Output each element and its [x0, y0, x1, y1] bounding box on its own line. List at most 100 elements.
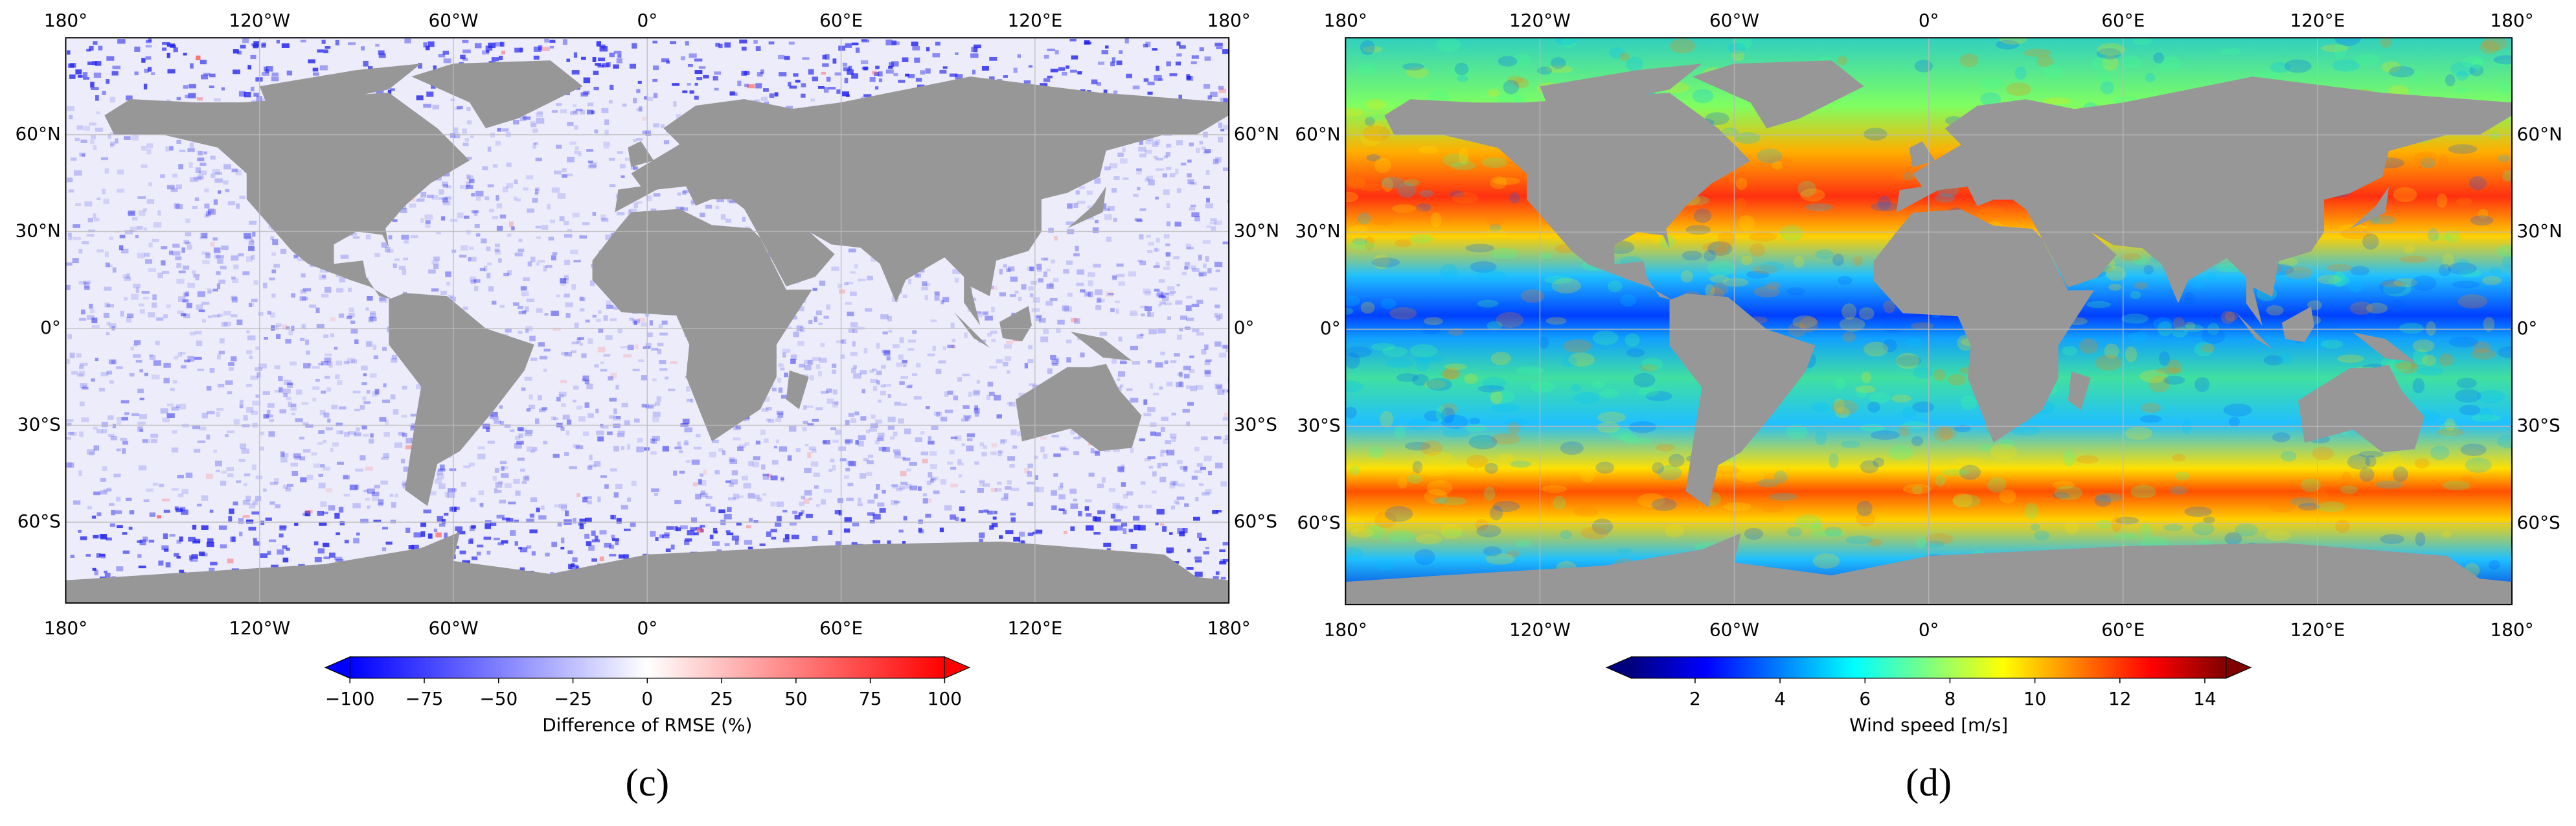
ocean-texture [1210, 218, 1217, 222]
ocean-texture [286, 326, 290, 330]
ocean-texture [700, 529, 704, 533]
ocean-texture [838, 283, 843, 289]
ocean-texture [744, 416, 749, 422]
ocean-texture [1357, 212, 1371, 225]
ocean-texture [1166, 203, 1170, 209]
ocean-texture [1137, 187, 1141, 190]
ocean-texture [1475, 518, 1488, 531]
ocean-texture [654, 401, 661, 406]
ocean-texture [1198, 483, 1204, 486]
ocean-texture [291, 412, 296, 416]
ocean-texture [101, 189, 106, 194]
ocean-texture [393, 263, 397, 268]
ocean-texture [2042, 97, 2071, 105]
ocean-texture [748, 461, 754, 466]
ocean-texture [944, 409, 953, 413]
ocean-texture [1028, 345, 1033, 350]
ocean-texture [1364, 236, 1375, 251]
ocean-texture [93, 445, 100, 451]
ocean-texture [2359, 467, 2375, 482]
ocean-texture [1568, 352, 1595, 367]
ocean-texture [812, 356, 821, 361]
ocean-texture [363, 373, 367, 376]
ocean-texture [1204, 149, 1211, 153]
ocean-texture [423, 42, 427, 48]
ocean-texture [70, 555, 74, 558]
ocean-texture [470, 498, 476, 502]
ocean-texture [273, 264, 280, 268]
ocean-texture [135, 360, 142, 363]
ocean-texture [1187, 246, 1194, 249]
ocean-texture [510, 530, 516, 536]
ocean-texture [1097, 510, 1106, 514]
ocean-texture [1171, 437, 1176, 442]
ocean-texture [1067, 203, 1073, 209]
ocean-texture [105, 262, 110, 268]
ocean-texture [1633, 373, 1656, 387]
ocean-texture [646, 195, 652, 201]
ocean-texture [471, 556, 478, 560]
ocean-texture [1145, 140, 1152, 144]
ocean-texture [632, 369, 640, 372]
ocean-texture [1143, 78, 1149, 82]
ocean-texture [653, 65, 659, 71]
ocean-texture [400, 208, 407, 213]
ocean-texture [665, 548, 671, 553]
ocean-texture [666, 60, 670, 64]
ocean-texture [263, 488, 267, 492]
ocean-texture [239, 195, 245, 200]
ocean-texture [133, 344, 138, 347]
ocean-texture [716, 197, 725, 203]
ocean-texture [66, 358, 71, 365]
ocean-texture [348, 431, 357, 435]
ocean-texture [1046, 268, 1051, 271]
ocean-texture [1123, 177, 1129, 180]
ocean-texture [1004, 356, 1012, 361]
ocean-texture [1058, 494, 1066, 499]
ocean-texture [1071, 55, 1078, 60]
ocean-texture [266, 66, 273, 72]
ocean-texture [285, 339, 291, 344]
ocean-texture [577, 337, 584, 340]
ocean-texture [596, 430, 604, 435]
ocean-texture [317, 442, 323, 445]
ocean-texture [609, 397, 617, 402]
ocean-texture [2163, 376, 2185, 385]
ocean-texture [536, 112, 543, 117]
ocean-texture [304, 511, 311, 517]
ocean-texture [1734, 132, 1761, 144]
ocean-texture [1049, 282, 1053, 287]
ocean-texture [2390, 299, 2406, 312]
ocean-texture [102, 466, 108, 471]
ocean-texture [2350, 301, 2373, 315]
ocean-texture [2300, 478, 2321, 492]
ocean-texture [248, 246, 255, 251]
ocean-texture [787, 455, 792, 461]
ocean-texture [138, 566, 146, 569]
ocean-texture [589, 454, 593, 461]
ocean-texture [570, 249, 578, 255]
ocean-texture [637, 201, 643, 204]
ocean-texture [67, 462, 73, 468]
ocean-texture [231, 314, 238, 317]
ocean-texture [1132, 86, 1140, 89]
ocean-texture [505, 328, 512, 333]
ocean-texture [656, 396, 661, 402]
ocean-texture [564, 259, 571, 266]
ocean-texture [1209, 287, 1218, 291]
ocean-texture [186, 303, 192, 308]
ocean-texture [1156, 168, 1164, 171]
ocean-texture [401, 415, 407, 418]
ocean-texture [253, 93, 259, 97]
ocean-texture [207, 538, 214, 543]
ocean-texture [1166, 143, 1172, 148]
ocean-texture [1360, 301, 1375, 314]
ocean-texture [220, 480, 227, 486]
ocean-texture [104, 573, 111, 578]
ocean-texture [1222, 49, 1229, 54]
ocean-texture [1693, 208, 1712, 224]
ocean-texture [870, 378, 878, 384]
ocean-texture [1203, 263, 1207, 269]
ocean-texture [674, 446, 682, 450]
ocean-texture [735, 425, 742, 430]
